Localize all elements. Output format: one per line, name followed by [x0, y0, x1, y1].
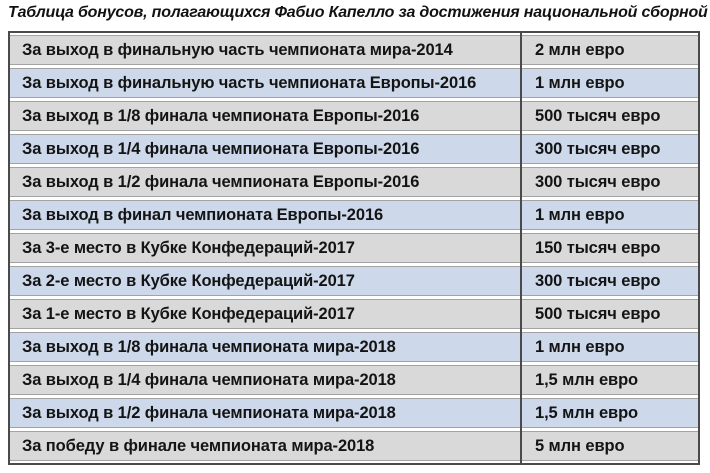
bonus-cell: 500 тысяч евро — [522, 102, 698, 130]
table-row: За 2-е место в Кубке Конфедераций-2017 30… — [10, 266, 698, 296]
bonus-cell: 1 млн евро — [522, 333, 698, 361]
achievement-cell: За 3-е место в Кубке Конфедераций-2017 — [10, 234, 520, 262]
achievement-cell: За 1-е место в Кубке Конфедераций-2017 — [10, 300, 520, 328]
table-row: За выход в финальную часть чемпионата Ев… — [10, 68, 698, 98]
table-row: За выход в 1/4 финала чемпионата Европы-… — [10, 134, 698, 164]
table-row: За 1-е место в Кубке Конфедераций-2017 50… — [10, 299, 698, 329]
table-row: За 3-е место в Кубке Конфедераций-2017 15… — [10, 233, 698, 263]
bonus-cell: 300 тысяч евро — [522, 267, 698, 295]
achievement-cell: За выход в 1/4 финала чемпионата Европы-… — [10, 135, 520, 163]
bonus-cell: 1 млн евро — [522, 69, 698, 97]
table-row: За выход в финал чемпионата Европы-2016 1… — [10, 200, 698, 230]
bonus-cell: 150 тысяч евро — [522, 234, 698, 262]
bonus-cell: 2 млн евро — [522, 36, 698, 64]
bonus-table-body: За выход в финальную часть чемпионата ми… — [10, 33, 698, 463]
achievement-cell: За 2-е место в Кубке Конфедераций-2017 — [10, 267, 520, 295]
bonus-cell: 300 тысяч евро — [522, 135, 698, 163]
table-title: Таблица бонусов, полагающихся Фабио Капе… — [8, 4, 708, 21]
bonus-cell: 1,5 млн евро — [522, 366, 698, 394]
table-row: За победу в финале чемпионата мира-2018 5… — [10, 431, 698, 461]
achievement-cell: За выход в 1/4 финала чемпионата мира-20… — [10, 366, 520, 394]
achievement-cell: За выход в 1/2 финала чемпионата мира-20… — [10, 399, 520, 427]
achievement-cell: За выход в финал чемпионата Европы-2016 — [10, 201, 520, 229]
achievement-cell: За выход в финальную часть чемпионата ми… — [10, 36, 520, 64]
table-row: За выход в 1/8 финала чемпионата мира-20… — [10, 332, 698, 362]
table-row: За выход в финальную часть чемпионата ми… — [10, 35, 698, 65]
bonus-cell: 5 млн евро — [522, 432, 698, 460]
table-row: За выход в 1/8 финала чемпионата Европы-… — [10, 101, 698, 131]
achievement-cell: За выход в 1/8 финала чемпионата Европы-… — [10, 102, 520, 130]
achievement-cell: За победу в финале чемпионата мира-2018 — [10, 432, 520, 460]
column-divider — [520, 33, 522, 463]
achievement-cell: За выход в 1/2 финала чемпионата Европы-… — [10, 168, 520, 196]
bonus-cell: 500 тысяч евро — [522, 300, 698, 328]
table-row: За выход в 1/2 финала чемпионата мира-20… — [10, 398, 698, 428]
achievement-cell: За выход в 1/8 финала чемпионата мира-20… — [10, 333, 520, 361]
table-row: За выход в 1/2 финала чемпионата Европы-… — [10, 167, 698, 197]
bonus-cell: 1,5 млн евро — [522, 399, 698, 427]
achievement-cell: За выход в финальную часть чемпионата Ев… — [10, 69, 520, 97]
bonus-cell: 300 тысяч евро — [522, 168, 698, 196]
table-row: За выход в 1/4 финала чемпионата мира-20… — [10, 365, 698, 395]
bonus-cell: 1 млн евро — [522, 201, 698, 229]
bonus-table: За выход в финальную часть чемпионата ми… — [8, 31, 700, 465]
